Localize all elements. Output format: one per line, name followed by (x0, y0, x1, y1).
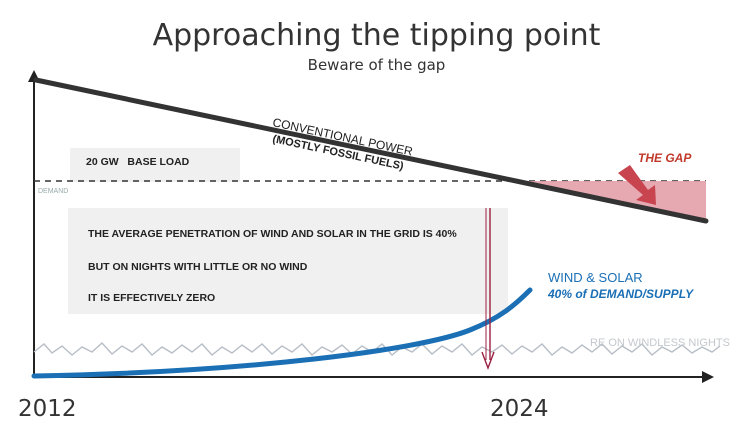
note-line-2: BUT ON NIGHTS WITH LITTLE OR NO WIND (88, 261, 308, 273)
page-subtitle: Beware of the gap (307, 56, 446, 74)
the-gap-label: THE GAP (638, 151, 692, 165)
drop-arrow-head (481, 351, 495, 370)
base-load-text: 20 GW BASE LOAD (86, 156, 190, 168)
gap-arrow-icon (618, 165, 656, 205)
conventional-line (33, 77, 709, 224)
start-year-label: 2012 (18, 396, 77, 422)
page-title: Approaching the tipping point (152, 18, 601, 53)
wind-solar-curve (31, 287, 533, 379)
windless-nights-label: RE ON WINDLESS NIGHTS (590, 337, 730, 349)
note-line-3: IT IS EFFECTIVELY ZERO (88, 292, 216, 304)
penetration-note (68, 208, 508, 314)
end-year-label: 2024 (490, 396, 549, 422)
windless-nights-line (33, 342, 721, 356)
wind-solar-label: WIND & SOLAR (548, 270, 643, 285)
wind-solar-share-label: 40% of DEMAND/SUPPLY (547, 287, 694, 301)
note-line-1: THE AVERAGE PENETRATION OF WIND AND SOLA… (88, 228, 457, 240)
demand-label: DEMAND (38, 188, 68, 195)
x-axis-arrowhead (702, 371, 714, 383)
base-load-note (70, 148, 240, 182)
